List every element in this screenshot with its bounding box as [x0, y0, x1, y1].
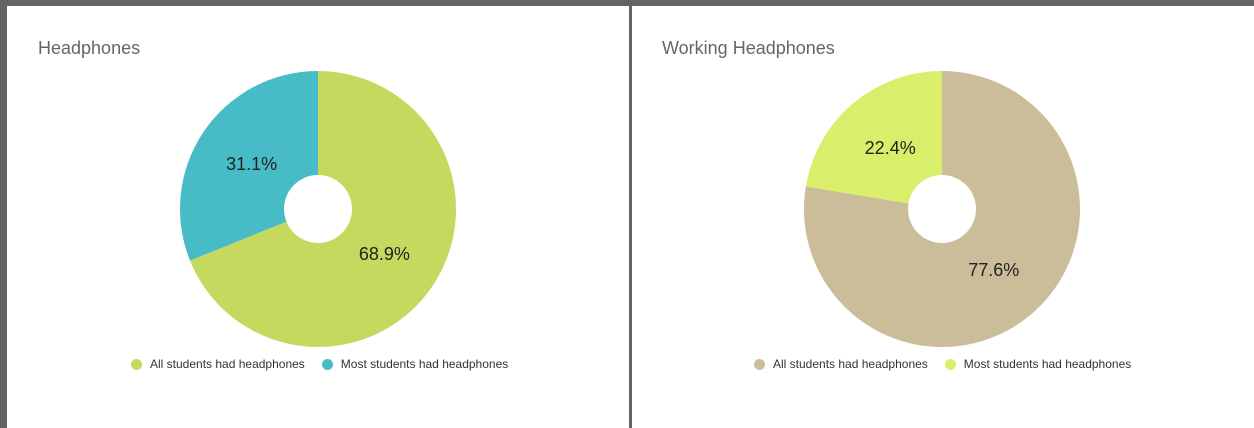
- legend-swatch: [754, 358, 765, 370]
- window-frame-top: [0, 0, 1254, 6]
- legend-label: All students had headphones: [773, 357, 928, 371]
- legend-swatch: [131, 358, 142, 370]
- chart-panel-headphones: Headphones 68.9% 31.1% All students had h…: [7, 6, 629, 428]
- legend-label: All students had headphones: [150, 357, 305, 371]
- chart-legend: All students had headphones Most student…: [754, 357, 1131, 371]
- legend-label: Most students had headphones: [963, 357, 1132, 371]
- pie-slice[interactable]: [805, 71, 942, 209]
- chart-panel-working-headphones: Working Headphones 77.6% 22.4% All studen…: [632, 6, 1254, 428]
- slice-label: 31.1%: [226, 154, 277, 174]
- chart-legend: All students had headphones Most student…: [131, 357, 508, 371]
- pie-slice[interactable]: [180, 71, 318, 261]
- panel-divider: [629, 0, 632, 428]
- donut-hole: [908, 175, 976, 243]
- pie-chart-working-headphones: 77.6% 22.4%: [804, 71, 1080, 347]
- legend-label: Most students had headphones: [340, 357, 509, 371]
- pie-chart-headphones: 68.9% 31.1%: [180, 71, 457, 348]
- legend-swatch: [321, 358, 333, 370]
- donut-hole: [284, 175, 352, 243]
- chart-title: Working Headphones: [662, 38, 835, 58]
- chart-title: Headphones: [38, 38, 141, 58]
- panel-border-left: [0, 0, 7, 428]
- legend-item-all-students[interactable]: All students had headphones: [754, 357, 928, 371]
- legend-item-all-students[interactable]: All students had headphones: [131, 357, 305, 371]
- slice-label: 68.9%: [359, 244, 410, 264]
- legend-item-most-students[interactable]: Most students had headphones: [944, 357, 1132, 371]
- legend-item-most-students[interactable]: Most students had headphones: [321, 357, 509, 371]
- slice-label: 77.6%: [968, 260, 1019, 280]
- slice-label: 22.4%: [865, 138, 916, 158]
- legend-swatch: [944, 358, 956, 370]
